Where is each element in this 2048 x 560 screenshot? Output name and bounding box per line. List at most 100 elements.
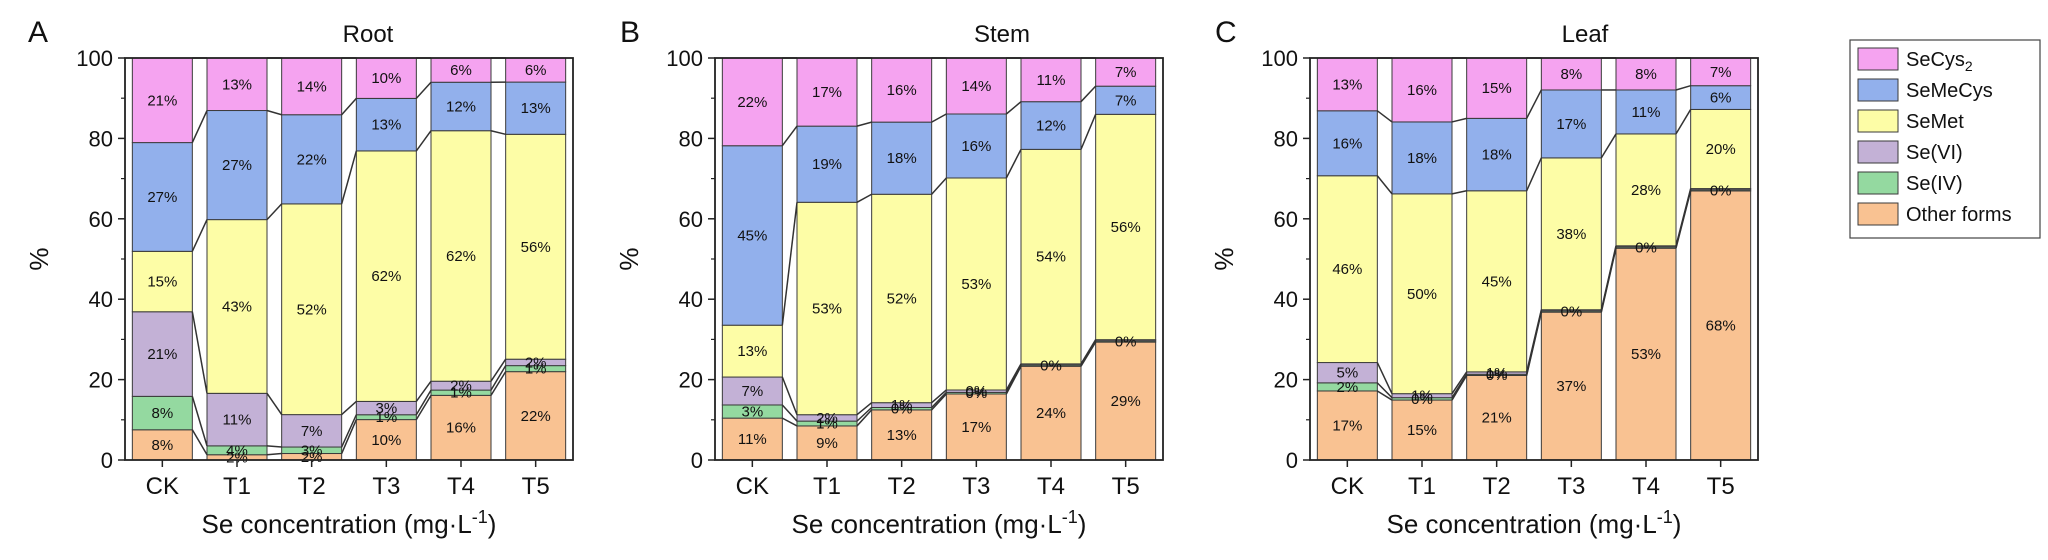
- data-label-semet-t4: 28%: [1631, 182, 1661, 199]
- y-tick-label: 80: [679, 126, 703, 151]
- data-label-semet-t5: 56%: [1111, 219, 1141, 236]
- bar-segment-secys2-ck: [721, 57, 783, 147]
- bar-segment-secys2-t2: [281, 57, 343, 116]
- data-label-seiv-t4: 1%: [450, 385, 472, 402]
- connector-line-seiv: [415, 389, 432, 416]
- bar-segment-semet-t1: [206, 219, 268, 394]
- data-label-other-t1: 9%: [816, 435, 838, 452]
- data-label-seiv-t1: 1%: [816, 416, 838, 433]
- bar-segment-other-t1: [1391, 399, 1453, 461]
- x-tick-label: T5: [1112, 473, 1140, 500]
- connector-line-sevi: [191, 311, 208, 394]
- data-label-semet-t5: 20%: [1706, 141, 1736, 158]
- bar-segment-semet-t4: [1020, 148, 1082, 365]
- data-label-secys2-t2: 16%: [887, 82, 917, 99]
- connector-line-sevi: [1600, 245, 1617, 310]
- bar-segment-semet-t1: [1391, 193, 1453, 395]
- bar-segment-secys2-t1: [1391, 57, 1453, 123]
- bar-segment-semet-ck: [721, 324, 783, 378]
- x-tick-label: CK: [146, 473, 179, 500]
- data-label-other-t5: 22%: [521, 408, 551, 425]
- bar-segment-secys2-t5: [505, 57, 567, 83]
- connector-line-semecys: [1376, 110, 1393, 123]
- data-label-semecys-t4: 12%: [1036, 118, 1066, 135]
- bar-segment-seiv-ck: [131, 395, 193, 431]
- data-label-other-t3: 17%: [961, 419, 991, 436]
- connector-line-semet: [1005, 149, 1022, 179]
- connector-line-semet: [1525, 157, 1543, 192]
- panel-title: Leaf: [1562, 21, 1609, 48]
- bar-segment-secys2-ck: [1316, 57, 1378, 112]
- data-label-semecys-t2: 18%: [1482, 147, 1512, 164]
- connector-line-semecys: [341, 97, 357, 116]
- data-label-secys2-t2: 15%: [1482, 80, 1512, 97]
- data-label-secys2-t3: 8%: [1560, 66, 1582, 83]
- connector-line-seiv: [340, 414, 358, 448]
- connector-line-seiv: [490, 365, 507, 391]
- data-label-secys2-t5: 7%: [1115, 64, 1137, 81]
- connector-line-sevi: [266, 392, 283, 416]
- data-label-seiv-ck: 8%: [151, 405, 173, 422]
- data-label-semet-t2: 52%: [887, 290, 917, 307]
- bar-segment-semet-t3: [945, 177, 1007, 391]
- data-label-secys2-t1: 13%: [222, 76, 252, 93]
- data-label-seiv-t5: 1%: [525, 361, 547, 378]
- x-tick-label: T3: [962, 473, 990, 500]
- x-tick-label: CK: [1331, 473, 1364, 500]
- y-axis-title: %: [1209, 247, 1239, 270]
- bar-segment-semecys-ck: [721, 145, 783, 326]
- legend-swatch-other: [1857, 202, 1899, 226]
- bar-segment-semet-ck: [1316, 175, 1378, 364]
- data-label-semet-t2: 52%: [297, 301, 327, 318]
- connector-line-semet: [266, 203, 283, 221]
- data-label-seiv-t3: 0%: [965, 385, 987, 402]
- data-label-semecys-ck: 45%: [737, 227, 767, 244]
- bar-segment-secys2-t3: [1540, 57, 1602, 91]
- bar-segment-semecys-t1: [206, 110, 268, 221]
- bar-segment-secys2-t3: [945, 57, 1007, 115]
- y-tick-label: 80: [1274, 126, 1298, 151]
- connector-line-sevi: [1525, 309, 1543, 373]
- data-label-semet-ck: 46%: [1332, 261, 1362, 278]
- data-label-sevi-t3: 3%: [375, 400, 397, 417]
- data-label-secys2-t4: 11%: [1037, 72, 1066, 89]
- connector-line-seiv: [1451, 373, 1468, 399]
- connector-line-other: [340, 419, 358, 454]
- legend-swatch-sevi: [1857, 140, 1899, 164]
- bar-segment-other-t5: [1690, 190, 1752, 461]
- connector-line-other: [191, 429, 208, 456]
- x-tick-label: T5: [522, 473, 550, 500]
- connector-line-semecys: [781, 125, 798, 147]
- data-label-seiv-t2: 0%: [891, 401, 913, 418]
- bar-segment-semet-t5: [505, 133, 567, 360]
- data-label-secys2-ck: 21%: [147, 92, 177, 109]
- y-axis-title: %: [614, 247, 644, 270]
- bar-segment-semecys-ck: [1316, 110, 1378, 177]
- bar-segment-semet-t5: [1095, 113, 1157, 341]
- connector-line-seiv: [781, 404, 798, 422]
- data-label-sevi-t3: 0%: [965, 383, 987, 400]
- x-tick-label: T2: [298, 473, 326, 500]
- data-label-sevi-t1: 2%: [816, 410, 838, 427]
- y-tick-label: 0: [691, 448, 703, 473]
- bar-segment-other-t4: [1020, 365, 1082, 461]
- x-tick-label: T4: [1632, 473, 1660, 500]
- data-label-other-ck: 11%: [738, 431, 767, 448]
- legend-swatch-secys2: [1857, 47, 1899, 71]
- connector-line-semet: [931, 177, 947, 195]
- bar-segment-semecys-t2: [1466, 117, 1528, 192]
- data-label-other-t4: 24%: [1036, 405, 1066, 422]
- connector-line-semecys: [931, 113, 947, 123]
- data-label-semecys-t1: 19%: [812, 156, 842, 173]
- connector-line-semet: [490, 129, 506, 136]
- connector-line-other: [781, 417, 798, 427]
- data-label-secys2-t1: 17%: [812, 84, 842, 101]
- panel-title: Stem: [974, 21, 1030, 48]
- connector-line-semet: [1080, 114, 1097, 150]
- y-tick-label: 100: [666, 46, 703, 71]
- data-label-semecys-t4: 11%: [1632, 104, 1661, 121]
- data-label-semet-t2: 45%: [1482, 273, 1512, 290]
- data-label-sevi-t4: 2%: [450, 378, 472, 395]
- x-axis-title: Se concentration (mg·L-1): [792, 507, 1087, 539]
